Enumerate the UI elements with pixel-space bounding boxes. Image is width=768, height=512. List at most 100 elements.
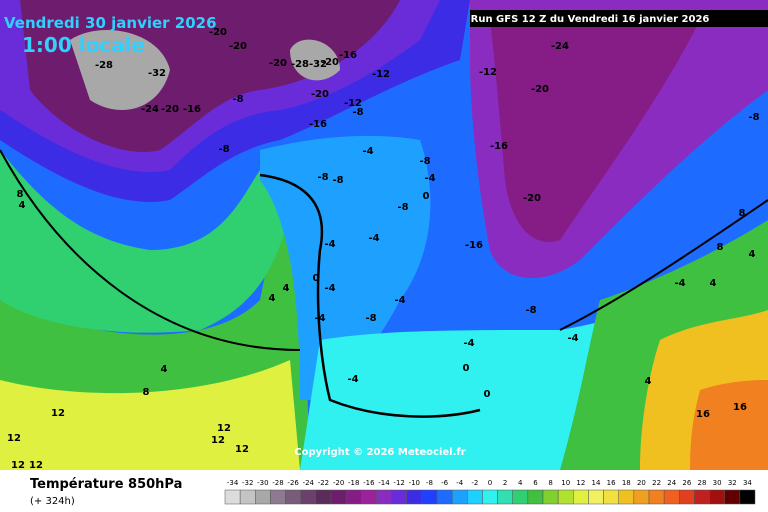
legend-swatch: [270, 489, 286, 505]
legend-swatch: [603, 489, 619, 505]
contour-label: -4: [424, 173, 435, 184]
contour-label: 4: [161, 364, 168, 375]
legend-label: 28: [698, 479, 707, 487]
legend-label: 10: [561, 479, 570, 487]
legend-swatch: [648, 489, 665, 505]
legend-swatch: [497, 489, 513, 505]
legend-swatch: [345, 489, 362, 505]
legend-label: -22: [318, 479, 329, 487]
contour-label: 4: [710, 278, 717, 289]
legend-swatch: [376, 489, 392, 505]
legend-label: -16: [363, 479, 375, 487]
legend-swatch: [255, 489, 271, 505]
contour-label: 16: [696, 409, 710, 420]
legend-label: -6: [441, 479, 449, 487]
legend-swatch: [739, 489, 756, 505]
legend-swatch: [618, 489, 635, 505]
contour-label: -28: [291, 59, 309, 70]
legend-swatch: [315, 489, 332, 505]
legend-label: 24: [667, 479, 676, 487]
legend-swatch: [709, 489, 725, 505]
legend-swatch: [361, 489, 377, 505]
legend-swatch: [482, 489, 498, 505]
contour-label: -20: [229, 41, 247, 52]
legend-swatch: [451, 489, 468, 505]
contour-label: -20: [269, 58, 287, 69]
legend-swatch: [724, 489, 741, 505]
legend-label: 4: [518, 479, 523, 487]
legend-label: 0: [488, 479, 492, 487]
legend-swatch: [224, 489, 241, 505]
legend-swatch: [239, 489, 256, 505]
legend-label: 8: [548, 479, 552, 487]
run-info: Run GFS 12 Z du Vendredi 16 janvier 2026: [471, 14, 710, 25]
forecast-date: Vendredi 30 janvier 2026: [4, 14, 217, 32]
contour-label: -8: [365, 313, 376, 324]
contour-label: 0: [313, 273, 320, 284]
legend-label: 18: [622, 479, 631, 487]
contour-label: -32: [309, 59, 327, 70]
legend-label: 2: [503, 479, 507, 487]
legend-label: -26: [287, 479, 299, 487]
legend-label: 12: [576, 479, 585, 487]
legend-label: 20: [637, 479, 646, 487]
legend-swatch: [391, 489, 407, 505]
contour-label: -4: [463, 338, 474, 349]
contour-label: 0: [463, 363, 470, 374]
contour-label: -8: [352, 107, 363, 118]
contour-label: 12: [51, 408, 65, 419]
run-box: [470, 10, 768, 27]
legend-label: -8: [426, 479, 433, 487]
contour-label: -4: [324, 283, 335, 294]
contour-label: -4: [324, 239, 335, 250]
legend-label: 34: [743, 479, 752, 487]
contour-label: -8: [748, 112, 759, 123]
forecast-time: 1:00 locale: [22, 33, 145, 57]
contour-label: 4: [19, 200, 26, 211]
legend-label: -32: [242, 479, 253, 487]
contour-label: -8: [397, 202, 408, 213]
legend-label: 16: [607, 479, 616, 487]
legend-swatch: [679, 489, 695, 505]
legend-label: -10: [409, 479, 420, 487]
legend-label: -34: [227, 479, 239, 487]
legend-label: 32: [728, 479, 737, 487]
contour-label: -16: [465, 240, 483, 251]
contour-label: 0: [484, 389, 491, 400]
legend-swatch: [467, 489, 483, 505]
legend-swatch: [663, 489, 680, 505]
contour-label: -24: [551, 41, 569, 52]
contour-label: 0: [423, 191, 430, 202]
legend-label: -4: [456, 479, 464, 487]
contour-label: 12: [29, 460, 43, 471]
legend-label: -30: [257, 479, 268, 487]
contour-label: -20: [321, 57, 339, 68]
legend-label: -14: [378, 479, 390, 487]
legend-label: -20: [333, 479, 344, 487]
legend-swatch: [512, 489, 529, 505]
legend-label: -12: [393, 479, 404, 487]
contour-label: -20: [209, 27, 227, 38]
legend-swatch: [285, 489, 301, 505]
legend-swatch: [542, 489, 559, 505]
legend-label: -28: [272, 479, 283, 487]
contour-label: 12: [217, 423, 231, 434]
contour-label: -20: [161, 104, 179, 115]
footer-title: Température 850hPa: [30, 477, 182, 492]
contour-label: -8: [525, 305, 536, 316]
contour-label: -4: [394, 295, 405, 306]
contour-label: 4: [645, 376, 652, 387]
contour-label: -8: [332, 175, 343, 186]
contour-label: 12: [235, 444, 249, 455]
contour-label: -8: [218, 144, 229, 155]
contour-label: 8: [717, 242, 724, 253]
contour-label: -20: [311, 89, 329, 100]
legend-swatch: [633, 489, 650, 505]
map-background: [0, 0, 768, 470]
contour-label: -4: [362, 146, 373, 157]
contour-label: 4: [269, 293, 276, 304]
legend-label: 30: [713, 479, 722, 487]
contour-label: -28: [95, 60, 113, 71]
legend-swatch: [557, 489, 574, 505]
